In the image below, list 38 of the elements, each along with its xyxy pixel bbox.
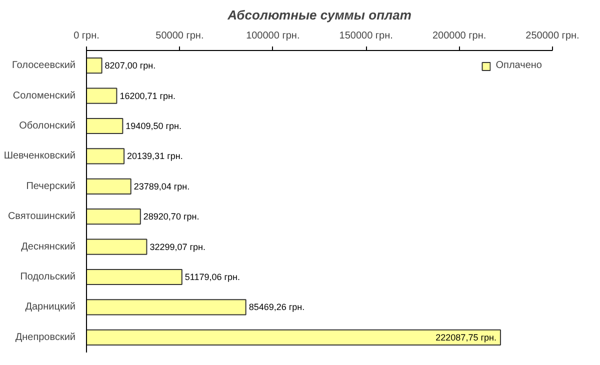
- y-tick-label: Голосеевский: [12, 60, 76, 72]
- data-label: 16200,71 грн.: [120, 90, 176, 101]
- y-tick-label: Шевченковский: [4, 150, 76, 162]
- chart-title: Абсолютные суммы оплат: [226, 8, 412, 22]
- y-tick-label: Днепровский: [15, 332, 76, 343]
- x-tick-label: 0 грн.: [74, 30, 100, 42]
- bar: [86, 148, 125, 164]
- bar: [86, 329, 501, 346]
- bar: [86, 268, 182, 286]
- x-tick-label: 100000 грн.: [246, 30, 300, 42]
- y-tick-label: Подольский: [20, 272, 76, 282]
- data-label: 85469,26 грн.: [248, 302, 305, 312]
- data-label: 23789,04 грн.: [134, 181, 190, 192]
- y-tick-label: Святошинский: [8, 211, 76, 222]
- y-tick-label: Оболонский: [19, 120, 76, 132]
- x-tick-label: 150000 грн.: [339, 30, 393, 42]
- legend-label: Оплачено: [496, 60, 542, 71]
- data-label: 28920,70 грн.: [143, 212, 200, 222]
- x-tick-label: 200000 грн.: [432, 30, 486, 42]
- bar: [86, 118, 124, 134]
- bar: [86, 299, 246, 316]
- x-tick-label: 250000 грн.: [526, 30, 580, 42]
- bar: [86, 88, 118, 104]
- y-tick-label: Деснянский: [21, 241, 76, 252]
- data-label: 19409,50 грн.: [126, 121, 182, 131]
- bar: [86, 238, 148, 255]
- data-label: 20139,31 грн.: [127, 151, 183, 162]
- y-tick-label: Дарницкий: [25, 302, 76, 313]
- data-label: 8207,00 грн.: [104, 60, 156, 71]
- y-tick-label: Соломенский: [12, 90, 76, 102]
- data-label: 51179,06 грн.: [184, 272, 240, 282]
- data-label: 32299,07 грн.: [150, 242, 206, 252]
- x-tick-label: 50000 грн.: [156, 30, 204, 42]
- bar: [86, 208, 141, 225]
- data-label: 222087,75 грн.: [436, 332, 496, 342]
- bar: [86, 178, 132, 194]
- bar: [86, 58, 102, 74]
- y-tick-label: Печерский: [26, 180, 76, 192]
